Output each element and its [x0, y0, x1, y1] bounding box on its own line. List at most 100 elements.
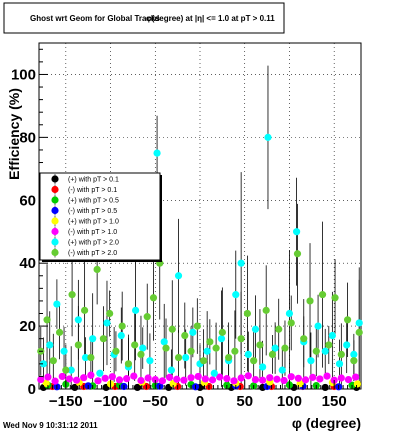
data-point [108, 373, 116, 381]
data-point [58, 372, 66, 381]
data-point [287, 373, 295, 381]
data-point [144, 374, 152, 382]
data-point [237, 259, 245, 267]
x-axis-title: φ (degree) [292, 415, 361, 431]
data-point [309, 373, 317, 381]
data-point [259, 363, 267, 371]
data-point [287, 319, 295, 327]
x-tick-label: 100 [277, 393, 302, 410]
data-point [65, 375, 74, 383]
data-point [300, 335, 308, 343]
data-point [344, 375, 353, 384]
data-point [81, 306, 89, 314]
data-point [181, 331, 189, 340]
data-point [93, 265, 101, 274]
data-point [103, 319, 111, 327]
data-point [212, 344, 220, 352]
data-point [137, 350, 145, 358]
data-point [153, 149, 161, 157]
legend: (+) with pT > 0.1 (-) with pT > 0.1 (+) wi… [39, 172, 162, 262]
data-point [278, 366, 286, 374]
data-point [67, 366, 75, 374]
data-point [316, 375, 324, 383]
data-point [106, 309, 114, 318]
legend-marker [51, 238, 59, 246]
data-point [325, 341, 333, 349]
data-point [216, 373, 224, 381]
data-point [173, 375, 181, 383]
data-point [306, 297, 314, 305]
data-point [43, 316, 51, 324]
axes: −150 −100 −50 0 50 100 150 0 20 40 60 80 100 [11, 48, 358, 410]
data-point [74, 341, 82, 349]
data-point [187, 347, 195, 355]
legend-marker [51, 196, 59, 204]
legend-marker [51, 206, 59, 215]
data-point [301, 376, 310, 384]
data-point [206, 338, 214, 346]
data-point [174, 353, 183, 362]
data-point [280, 376, 288, 385]
data-point [37, 375, 45, 384]
data-point [167, 366, 175, 374]
data-point [350, 357, 358, 365]
data-point [321, 347, 329, 355]
data-point [151, 375, 159, 384]
data-point [131, 341, 139, 349]
data-point [331, 294, 339, 302]
legend-marker [51, 185, 59, 194]
data-point [117, 331, 125, 340]
data-point [285, 309, 294, 318]
data-point [225, 353, 233, 362]
legend-marker [51, 217, 59, 225]
data-point [266, 374, 274, 382]
data-point [262, 306, 270, 314]
data-point [293, 228, 301, 236]
legend-label: (+) with pT > 2.0 [68, 240, 119, 247]
data-point [101, 374, 109, 382]
data-point [210, 369, 218, 377]
data-point [174, 272, 183, 280]
data-point [80, 374, 88, 382]
timestamp: Wed Nov 9 10:31:12 2011 [3, 421, 98, 430]
data-point [343, 316, 352, 324]
data-point [162, 344, 170, 352]
data-point [237, 335, 245, 343]
chart-title: Ghost wrt Geom for Global Tracks [30, 14, 160, 23]
data-point [307, 357, 315, 365]
data-point [350, 350, 358, 358]
data-point [60, 347, 68, 355]
data-point [189, 328, 197, 336]
y-tick-label: 60 [19, 192, 36, 209]
data-point [149, 294, 158, 302]
data-point [39, 360, 48, 368]
legend-label: (+) with pT > 0.1 [68, 177, 119, 184]
data-point [201, 375, 209, 383]
y-tick-label: 100 [11, 66, 36, 83]
data-point [244, 350, 252, 358]
data-point [132, 306, 140, 314]
data-point [193, 322, 201, 330]
data-point [275, 325, 283, 333]
data-point [112, 347, 120, 355]
data-point [137, 376, 145, 385]
data-point [230, 377, 238, 385]
data-point [251, 375, 260, 384]
data-point [293, 250, 302, 258]
data-point [44, 373, 52, 381]
legend-box [39, 172, 161, 261]
data-point [256, 341, 264, 349]
x-tick-label: −100 [94, 393, 128, 410]
data-point [243, 309, 252, 318]
x-tick-label: 150 [322, 393, 347, 410]
data-point [81, 353, 90, 362]
x-tick-label: −50 [143, 393, 168, 410]
y-tick-label: 20 [19, 318, 36, 335]
data-point [208, 376, 217, 384]
legend-label: (-) with pT > 1.0 [68, 229, 117, 236]
data-point [312, 347, 320, 355]
data-point [259, 376, 267, 384]
data-point [217, 335, 226, 343]
data-point [251, 325, 260, 333]
